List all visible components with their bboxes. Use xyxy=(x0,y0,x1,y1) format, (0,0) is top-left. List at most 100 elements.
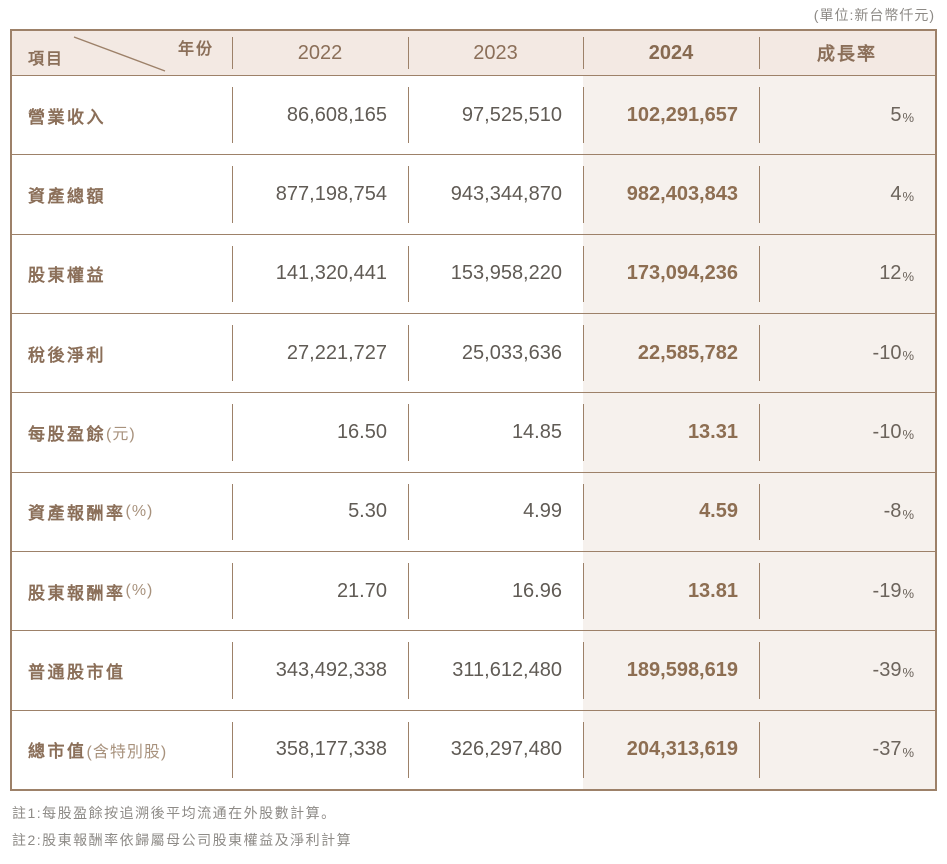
value-2023: 153,958,220 xyxy=(407,235,583,313)
row-label-suffix: (%) xyxy=(125,582,154,600)
table-row: 每股盈餘 (元) 16.50 14.85 13.31 -10% xyxy=(12,393,935,473)
row-label: 股東報酬率 xyxy=(28,583,126,603)
growth-rate: -10% xyxy=(758,393,935,472)
growth-number: -10 xyxy=(872,341,902,364)
percent-sign: % xyxy=(902,744,914,760)
value-2023: 16.96 xyxy=(407,552,583,630)
percent-sign: % xyxy=(902,268,914,284)
row-label-cell: 每股盈餘 (元) xyxy=(12,393,232,471)
value-2022: 5.30 xyxy=(231,473,408,551)
percent-sign: % xyxy=(902,506,914,522)
row-label: 普通股市值 xyxy=(28,662,126,682)
growth-rate: -8% xyxy=(758,472,935,551)
column-header-2023: 2023 xyxy=(407,31,583,75)
growth-number: 4 xyxy=(890,182,902,205)
table-header-row: 項目 年份 2022 2023 2024 成長率 xyxy=(12,31,935,76)
value-2023: 943,344,870 xyxy=(407,155,583,233)
value-2024: 13.81 xyxy=(582,551,759,631)
table-body: 營業收入 86,608,165 97,525,510 102,291,657 5… xyxy=(12,76,935,789)
value-2022: 16.50 xyxy=(231,393,408,471)
value-2024: 102,291,657 xyxy=(582,76,759,155)
table-row: 總市值 (含特別股) 358,177,338 326,297,480 204,31… xyxy=(12,710,935,789)
table-row: 稅後淨利 27,221,727 25,033,636 22,585,782 -1… xyxy=(12,313,935,394)
row-label: 資產總額 xyxy=(28,186,106,206)
value-2024: 982,403,843 xyxy=(582,155,759,234)
row-label: 稅後淨利 xyxy=(28,345,106,365)
footnote-1: 註1:每股盈餘按追溯後平均流通在外股數計算。 xyxy=(12,805,337,821)
growth-rate: 12% xyxy=(758,234,935,313)
financial-summary-table: 項目 年份 2022 2023 2024 成長率 營業收入 86,608,165… xyxy=(10,29,937,791)
row-label: 資產報酬率 xyxy=(28,504,126,524)
growth-number: -10 xyxy=(872,420,902,443)
value-2022: 343,492,338 xyxy=(231,631,408,709)
footnotes: 註1:每股盈餘按追溯後平均流通在外股數計算。 註2:股東報酬率依歸屬母公司股東權… xyxy=(12,800,352,854)
value-2022: 27,221,727 xyxy=(231,314,408,392)
row-label-suffix: (元) xyxy=(106,426,136,444)
value-2023: 4.99 xyxy=(407,473,583,551)
row-label-cell: 股東權益 xyxy=(12,235,232,313)
growth-number: 12 xyxy=(879,262,902,285)
table-row: 股東報酬率 (%) 21.70 16.96 13.81 -19% xyxy=(12,551,935,632)
growth-rate: -39% xyxy=(758,631,935,710)
value-2023: 25,033,636 xyxy=(407,314,583,392)
row-label-cell: 營業收入 xyxy=(12,76,232,154)
row-label: 每股盈餘 xyxy=(28,424,106,444)
growth-rate: -37% xyxy=(758,710,935,789)
value-2024: 13.31 xyxy=(582,393,759,472)
growth-rate: -10% xyxy=(758,313,935,393)
growth-rate: 4% xyxy=(758,155,935,234)
value-2022: 21.70 xyxy=(231,552,408,630)
percent-sign: % xyxy=(902,427,914,443)
value-2024: 189,598,619 xyxy=(582,631,759,710)
footnote-2: 註2:股東報酬率依歸屬母公司股東權益及淨利計算 xyxy=(12,832,353,848)
corner-year-label: 年份 xyxy=(177,41,214,58)
percent-sign: % xyxy=(902,110,914,126)
row-label-suffix: (含特別股) xyxy=(86,743,168,761)
row-label-cell: 資產報酬率 (%) xyxy=(12,473,232,551)
growth-number: 5 xyxy=(890,103,902,126)
column-header-2022: 2022 xyxy=(231,31,408,75)
growth-number: -19 xyxy=(872,579,902,602)
row-label-cell: 普通股市值 xyxy=(12,631,232,709)
growth-rate: 5% xyxy=(758,76,935,155)
row-label: 總市值 xyxy=(28,742,87,762)
growth-number: -37 xyxy=(872,738,902,761)
row-label-cell: 資產總額 xyxy=(12,155,232,233)
column-header-2024: 2024 xyxy=(582,31,759,75)
growth-number: -39 xyxy=(872,658,902,681)
table-row: 股東權益 141,320,441 153,958,220 173,094,236… xyxy=(12,234,935,314)
percent-sign: % xyxy=(902,348,914,364)
growth-rate: -19% xyxy=(758,551,935,631)
corner-item-label: 項目 xyxy=(28,51,65,68)
percent-sign: % xyxy=(902,189,914,205)
value-2022: 141,320,441 xyxy=(231,235,408,313)
value-2023: 326,297,480 xyxy=(407,711,583,789)
value-2024: 22,585,782 xyxy=(582,313,759,393)
value-2024: 4.59 xyxy=(582,472,759,551)
table-row: 資產報酬率 (%) 5.30 4.99 4.59 -8% xyxy=(12,472,935,552)
value-2024: 204,313,619 xyxy=(582,710,759,789)
percent-sign: % xyxy=(902,586,914,602)
column-header-growth-rate: 成長率 xyxy=(758,31,935,75)
table-row: 資產總額 877,198,754 943,344,870 982,403,843… xyxy=(12,155,935,235)
row-label-cell: 總市值 (含特別股) xyxy=(12,711,232,789)
value-2022: 877,198,754 xyxy=(231,155,408,233)
row-label-cell: 稅後淨利 xyxy=(12,314,232,392)
percent-sign: % xyxy=(902,665,914,681)
value-2023: 14.85 xyxy=(407,393,583,471)
value-2022: 86,608,165 xyxy=(231,76,408,154)
row-label: 股東權益 xyxy=(28,266,106,286)
unit-note: (單位:新台幣仟元) xyxy=(813,7,935,23)
corner-header-cell: 項目 年份 xyxy=(12,31,232,75)
value-2024: 173,094,236 xyxy=(582,234,759,313)
table-row: 營業收入 86,608,165 97,525,510 102,291,657 5… xyxy=(12,76,935,156)
table-row: 普通股市值 343,492,338 311,612,480 189,598,61… xyxy=(12,631,935,711)
value-2022: 358,177,338 xyxy=(231,711,408,789)
value-2023: 311,612,480 xyxy=(407,631,583,709)
row-label-suffix: (%) xyxy=(125,502,154,520)
value-2023: 97,525,510 xyxy=(407,76,583,154)
row-label: 營業收入 xyxy=(28,107,106,127)
growth-number: -8 xyxy=(883,500,902,523)
row-label-cell: 股東報酬率 (%) xyxy=(12,552,232,630)
